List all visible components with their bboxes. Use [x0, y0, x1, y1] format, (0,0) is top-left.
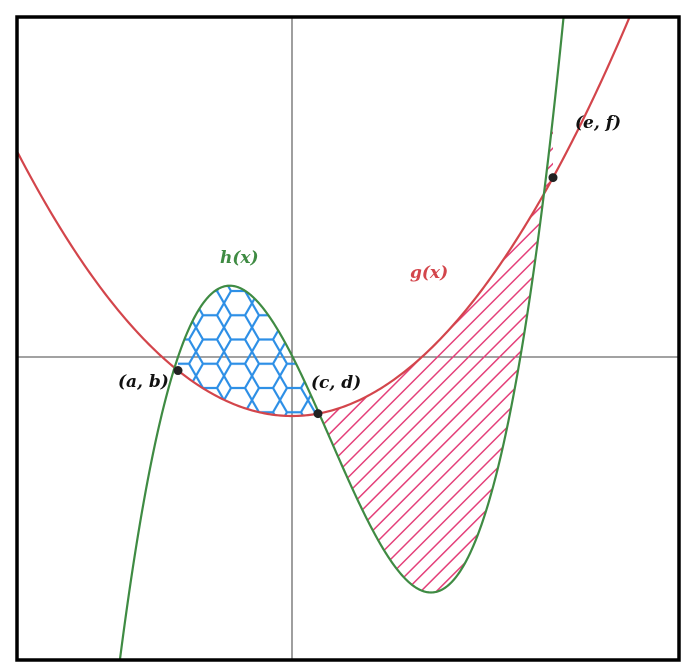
g-curve — [18, 18, 631, 418]
h-curve — [118, 18, 565, 659]
h-curve-label: h(x) — [220, 248, 259, 268]
point-a-b-label: (a, b) — [118, 372, 169, 392]
frame-border — [15, 15, 681, 662]
intersection-point-e-f — [548, 173, 558, 183]
region-between-a-and-c — [178, 285, 318, 416]
intersection-point-a-b — [173, 366, 183, 376]
point-e-f-label: (e, f) — [575, 113, 621, 133]
intersection-point-c-d — [313, 409, 323, 419]
g-curve-label: g(x) — [410, 263, 448, 283]
point-c-d-label: (c, d) — [311, 373, 361, 393]
region-between-c-and-e — [318, 117, 553, 593]
